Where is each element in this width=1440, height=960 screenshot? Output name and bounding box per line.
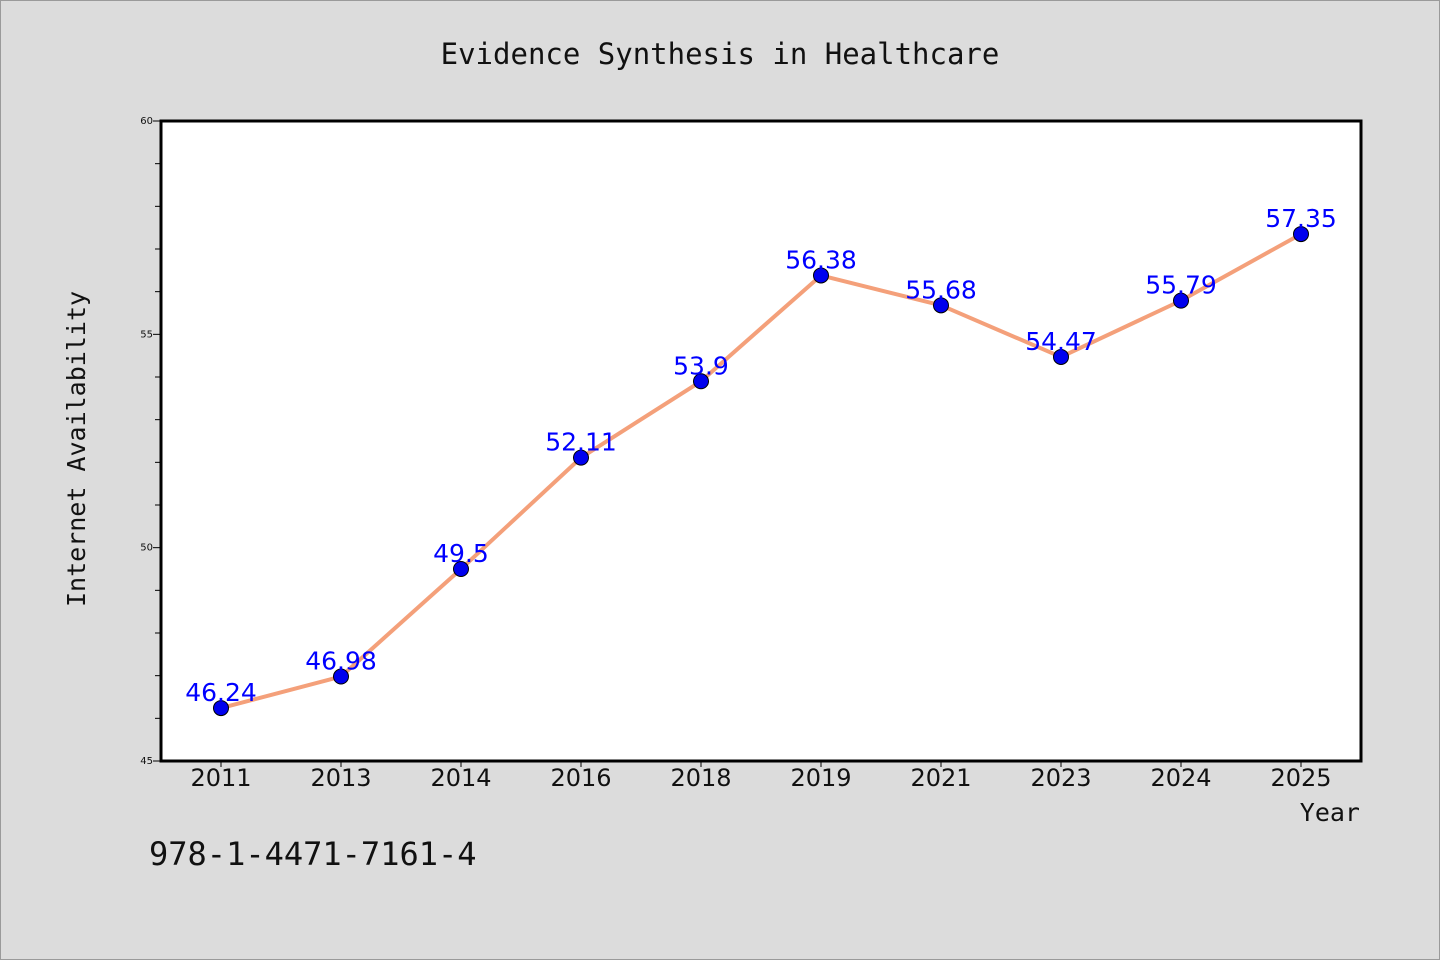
y-axis-ticks: 45 50 55 60 [140, 116, 161, 767]
data-point-marker [453, 561, 469, 577]
data-value-label: 52.11 [545, 428, 617, 457]
data-point-marker [213, 700, 229, 717]
data-markers [213, 226, 1309, 717]
data-labels: 46.24 46.98 49.5 52.11 53.9 56.38 55.68 54.47 55… [185, 204, 1337, 707]
y-tick-label: 60 [140, 116, 153, 127]
data-point-marker [333, 668, 349, 685]
y-tick-label: 55 [140, 329, 153, 340]
data-point-marker [1053, 348, 1069, 365]
data-point-marker [1173, 292, 1189, 309]
data-value-label: 56.38 [785, 245, 857, 274]
data-value-label: 55.79 [1145, 271, 1217, 300]
x-tick-label: 2019 [790, 764, 851, 792]
x-tick-label: 2023 [1030, 764, 1091, 792]
data-point-marker [933, 297, 949, 314]
data-value-label: 49.5 [433, 539, 489, 568]
data-value-label: 55.68 [905, 275, 977, 304]
x-tick-label: 2014 [430, 764, 491, 792]
x-tick-label: 2013 [310, 764, 371, 792]
x-tick-label: 2016 [550, 764, 611, 792]
x-axis-ticks: 2011 2013 2014 2016 2018 2019 2021 2023 2024 2025 [190, 761, 1332, 792]
isbn-text: 978-1-4471-7161-4 [149, 835, 477, 873]
plot-area [159, 119, 1363, 763]
x-tick-label: 2021 [910, 764, 971, 792]
x-axis-label: Year [1300, 798, 1360, 827]
data-point-marker [693, 373, 709, 390]
data-value-label: 53.9 [673, 351, 729, 380]
chart-title: Evidence Synthesis in Healthcare [441, 37, 1000, 71]
x-tick-label: 2025 [1270, 764, 1331, 792]
data-point-marker [813, 267, 829, 284]
x-tick-label: 2018 [670, 764, 731, 792]
data-value-label: 46.98 [305, 647, 377, 676]
data-value-label: 54.47 [1025, 327, 1097, 356]
data-value-label: 46.24 [185, 678, 257, 707]
data-point-marker [1293, 226, 1309, 243]
series-line-group [219, 232, 1303, 711]
data-point-marker [573, 449, 589, 466]
x-tick-label: 2011 [190, 764, 251, 792]
x-tick-label: 2024 [1150, 764, 1211, 792]
y-tick-label: 50 [140, 543, 153, 554]
y-tick-label: 45 [140, 756, 153, 767]
series-line [219, 232, 1303, 711]
data-value-label: 57.35 [1265, 204, 1337, 233]
y-axis-label: Internet Availability [62, 291, 91, 607]
